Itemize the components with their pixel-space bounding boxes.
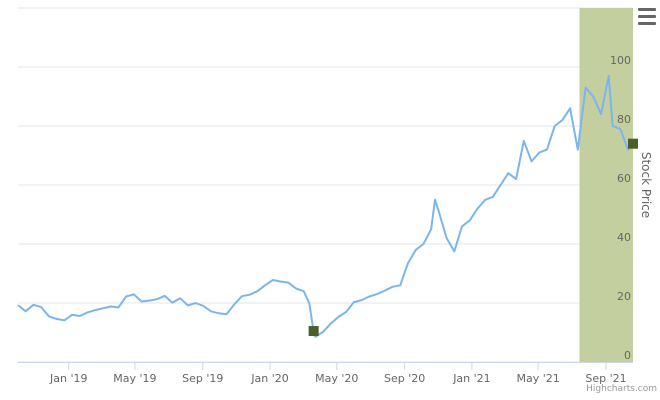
x-tick-label: Jan '19: [49, 372, 87, 385]
credits-link[interactable]: Highcharts.com: [586, 384, 657, 394]
data-marker: [628, 138, 638, 149]
y-tick-label: 40: [617, 231, 631, 244]
x-tick-label: Sep '19: [182, 372, 223, 385]
y-tick-label: 20: [617, 290, 631, 303]
hamburger-menu-icon[interactable]: [637, 8, 657, 26]
x-tick-label: Jan '21: [452, 372, 490, 385]
x-tick-label: May '20: [315, 372, 358, 385]
x-tick-label: Sep '21: [585, 372, 626, 385]
y-tick-label: 80: [617, 113, 631, 126]
x-tick-label: Sep '20: [384, 372, 425, 385]
y-tick-label: 60: [617, 172, 631, 185]
x-tick-label: Jan '20: [250, 372, 288, 385]
series-line: [17, 74, 634, 338]
y-tick-label: 0: [624, 349, 631, 362]
x-tick-label: May '21: [516, 372, 559, 385]
y-tick-label: 100: [610, 54, 631, 67]
y-axis-title: Stock Price: [639, 152, 653, 218]
x-tick-label: May '19: [113, 372, 156, 385]
highlight-band: [579, 8, 633, 362]
data-marker: [308, 326, 319, 337]
